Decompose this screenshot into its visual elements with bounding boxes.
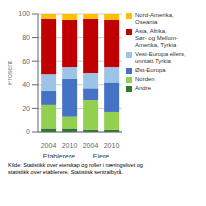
svg-text:Prosent: Prosent <box>8 61 13 85</box>
svg-text:80: 80 <box>22 34 30 41</box>
svg-text:2004: 2004 <box>41 142 57 149</box>
svg-text:20: 20 <box>22 105 30 112</box>
svg-text:2004: 2004 <box>83 142 99 149</box>
svg-text:2010: 2010 <box>62 142 78 149</box>
html-text:Asia, Afrika, Sør- og Mellom-: Asia, Afrika, Sør- og Mellom- Amerika, T… <box>135 28 178 48</box>
html-text:Norden: Norden <box>135 76 155 82</box>
svg-text:Etablerere: Etablerere <box>43 153 75 158</box>
svg-text:2010: 2010 <box>104 142 120 149</box>
svg-text:60: 60 <box>22 58 30 65</box>
html-text:Kilde: Statistikk over eierska: Kilde: Statistikk over eierskap og rolle… <box>8 162 143 175</box>
html-text:Øst-Europa: Øst-Europa <box>135 67 166 73</box>
svg-text:40: 40 <box>22 81 30 88</box>
html-text:Nord-Amerika, Oseania: Nord-Amerika, Oseania <box>135 12 174 25</box>
svg-text:Eiere: Eiere <box>93 153 109 158</box>
html-text:Andre: Andre <box>135 85 151 91</box>
svg-text:0: 0 <box>26 128 30 135</box>
svg-text:100: 100 <box>18 10 30 17</box>
html-text:Vest-Europa ellers, unntatt Ty: Vest-Europa ellers, unntatt Tyrkia <box>135 51 186 64</box>
